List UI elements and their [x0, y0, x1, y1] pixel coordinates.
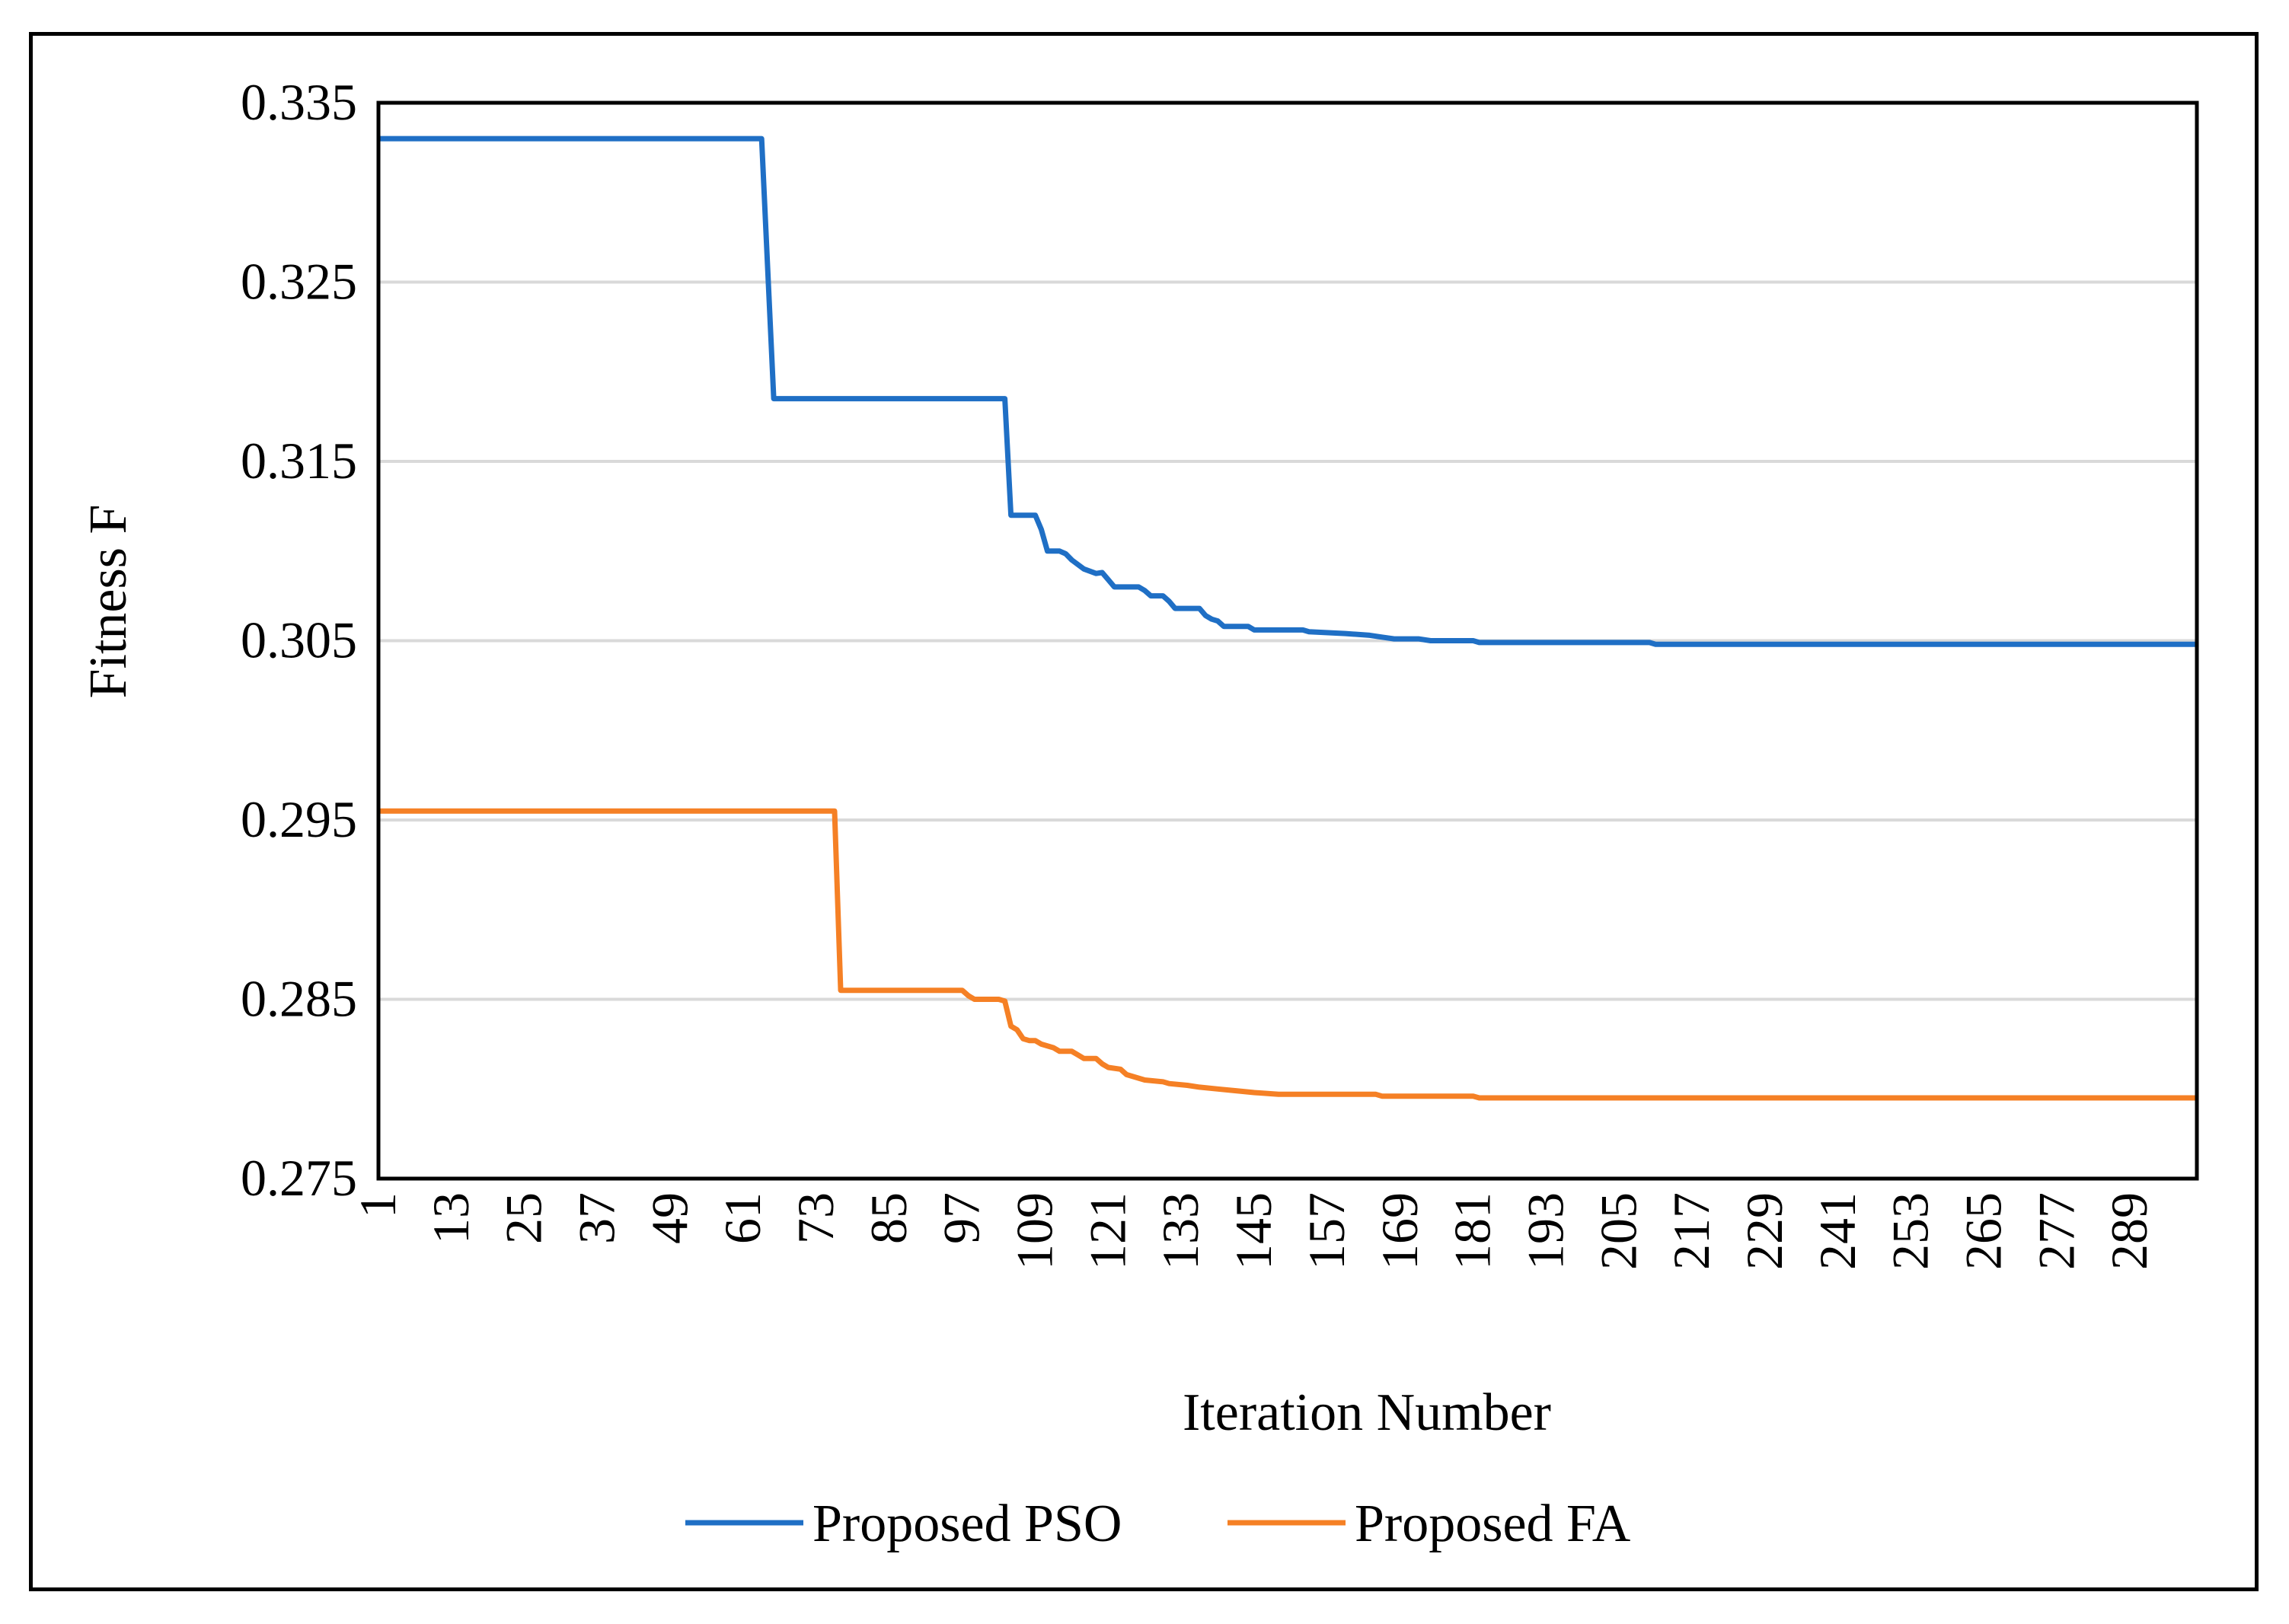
legend-item-pso: Proposed PSO	[685, 1495, 1122, 1553]
y-tick-label: 0.275	[241, 1149, 357, 1207]
y-axis-title: Fitness F	[79, 505, 138, 699]
x-tick-label: 121	[1078, 1192, 1136, 1270]
x-tick-label: 193	[1516, 1192, 1574, 1270]
legend-label-pso: Proposed PSO	[812, 1495, 1122, 1553]
x-tick-label: 85	[860, 1192, 918, 1244]
y-axis-ticks: 0.275 0.285 0.295 0.305 0.315 0.325 0.335	[241, 73, 357, 1207]
legend: Proposed PSO Proposed FA	[685, 1495, 1631, 1553]
x-tick-label: 73	[787, 1192, 844, 1244]
gridlines	[378, 280, 2197, 1001]
x-axis-ticks: 1 13 25 37 49 61 73 85 97 109 121 133 145 157 169 181 19…	[349, 1192, 2158, 1270]
y-tick-label: 0.315	[241, 432, 357, 490]
x-tick-label: 25	[495, 1192, 553, 1244]
x-tick-label: 157	[1298, 1192, 1355, 1270]
legend-item-fa: Proposed FA	[1228, 1495, 1631, 1553]
x-tick-label: 169	[1371, 1192, 1429, 1270]
y-tick-label: 0.295	[241, 790, 357, 848]
x-tick-label: 37	[568, 1192, 626, 1244]
x-tick-label: 1	[349, 1192, 407, 1218]
x-tick-label: 145	[1224, 1192, 1282, 1270]
x-tick-label: 181	[1444, 1192, 1502, 1270]
x-tick-label: 217	[1662, 1192, 1720, 1270]
x-tick-label: 289	[2100, 1192, 2158, 1270]
x-axis-title: Iteration Number	[1183, 1383, 1551, 1442]
x-tick-label: 49	[640, 1192, 698, 1244]
x-tick-label: 13	[422, 1192, 480, 1244]
x-tick-label: 241	[1809, 1192, 1866, 1270]
x-tick-label: 97	[933, 1192, 991, 1244]
y-tick-label: 0.335	[241, 73, 357, 131]
legend-label-fa: Proposed FA	[1355, 1495, 1631, 1553]
y-tick-label: 0.325	[241, 253, 357, 311]
x-tick-label: 205	[1589, 1192, 1647, 1270]
y-tick-label: 0.305	[241, 611, 357, 669]
x-tick-label: 133	[1151, 1192, 1209, 1270]
x-tick-label: 109	[1006, 1192, 1064, 1270]
x-tick-label: 265	[1954, 1192, 2012, 1270]
x-tick-label: 277	[2027, 1192, 2085, 1270]
y-tick-label: 0.285	[241, 970, 357, 1028]
series-line-proposed-fa	[378, 808, 2197, 1101]
x-tick-label: 61	[714, 1192, 771, 1244]
plot-area-border	[376, 101, 2199, 1181]
series-lines	[378, 136, 2197, 1101]
series-line-proposed-pso	[378, 136, 2197, 647]
x-tick-label: 229	[1735, 1192, 1793, 1270]
x-tick-label: 253	[1882, 1192, 1939, 1270]
